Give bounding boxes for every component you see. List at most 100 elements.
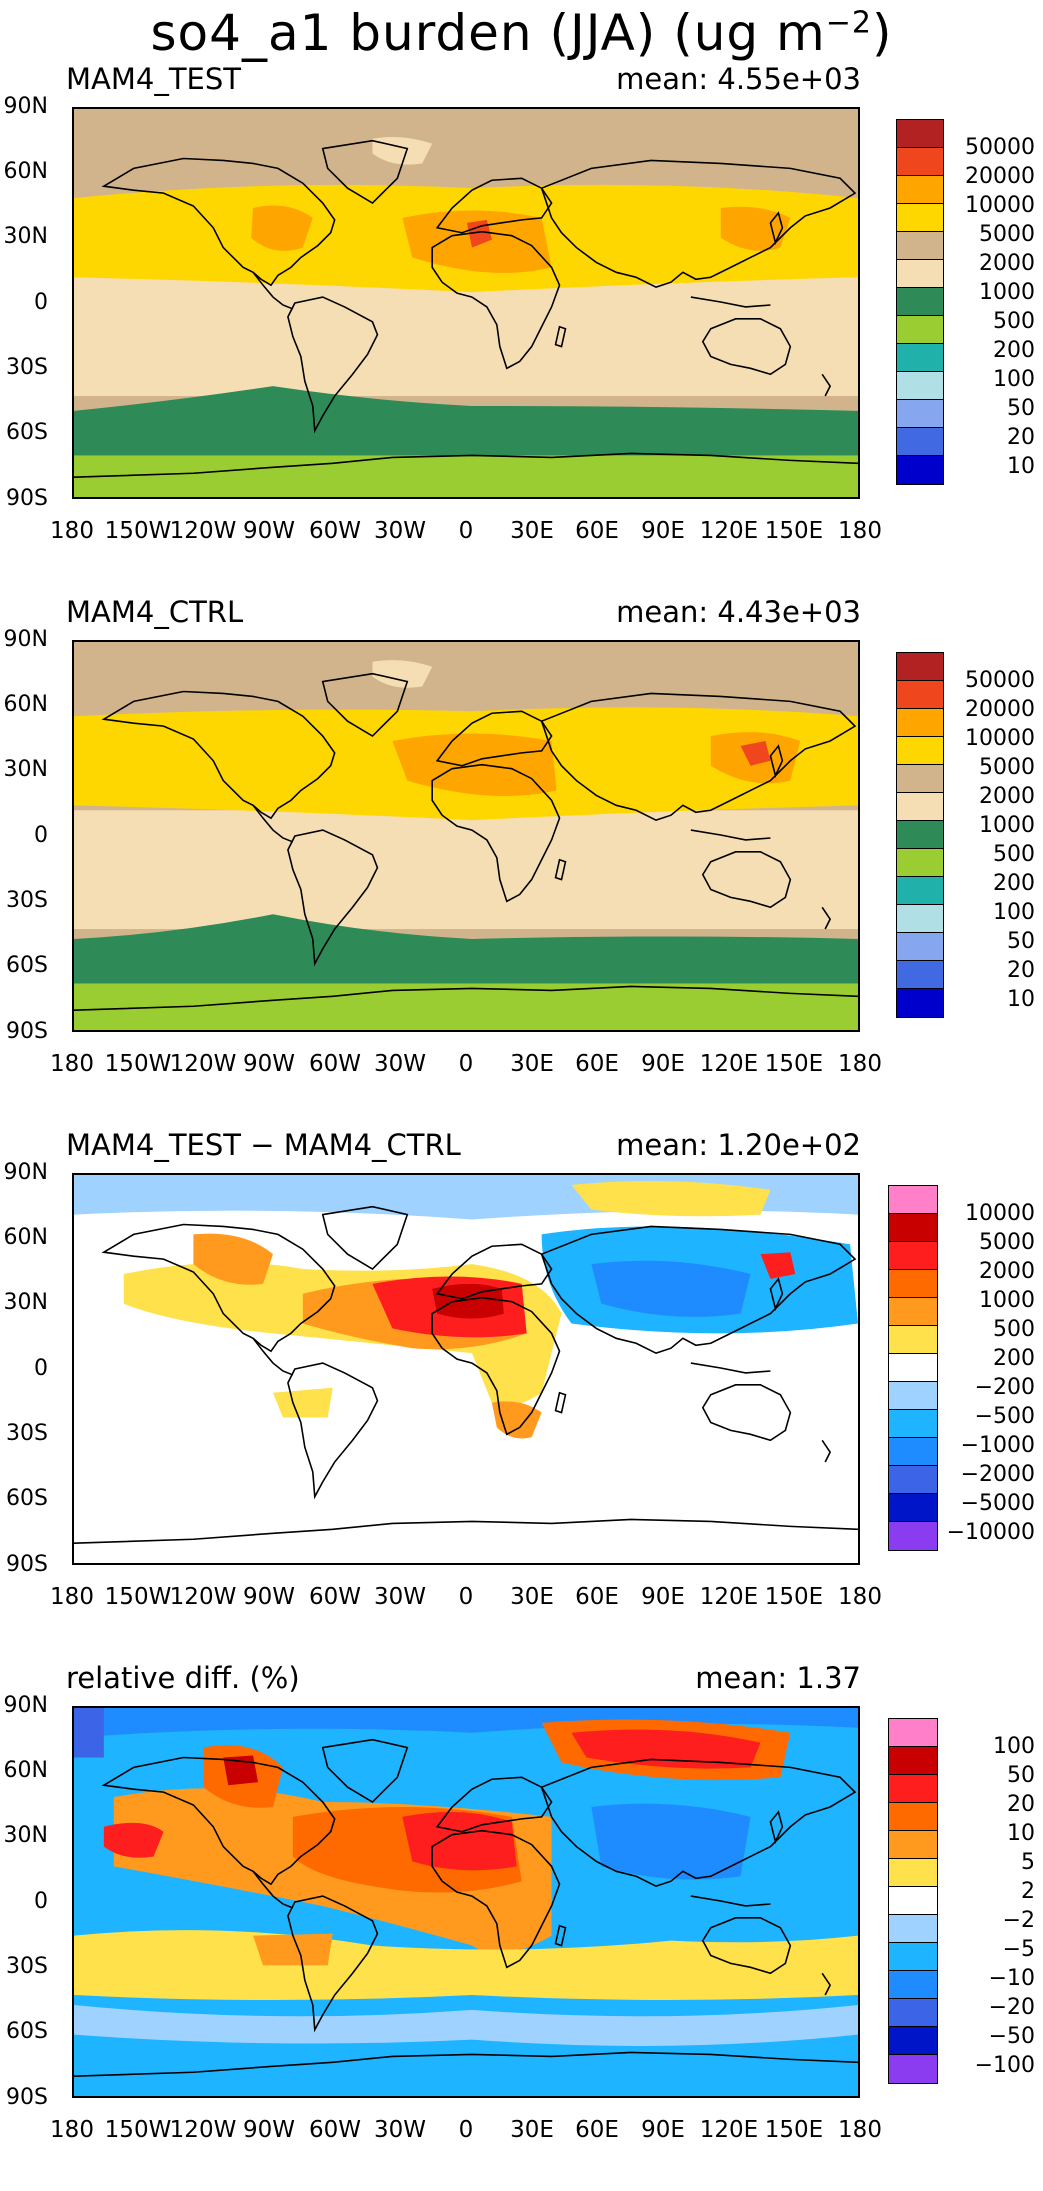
legend-label: 2000 (979, 251, 1035, 276)
lat-label: 30S (6, 1421, 48, 1446)
lon-label: 120W (169, 1584, 237, 1610)
lat-label: 60N (3, 1758, 48, 1783)
legend-label: −200 (974, 1375, 1035, 1400)
legend-swatch (897, 793, 943, 821)
legend-label: 5 (1021, 1850, 1035, 1875)
lon-label: 90W (242, 1584, 295, 1610)
legend-swatch (889, 1326, 937, 1354)
lon-label: 60E (575, 2117, 619, 2143)
legend-label: 50000 (965, 668, 1035, 693)
legend-swatch (897, 905, 943, 933)
legend-label: 20 (1007, 1792, 1035, 1817)
legend-label: 10000 (965, 726, 1035, 751)
lon-label: 180 (50, 2117, 94, 2143)
legend-swatch (897, 653, 943, 681)
legend-swatch (889, 1775, 937, 1803)
lon-label: 120W (169, 1051, 237, 1077)
lon-label: 60W (308, 1051, 361, 1077)
panel-title: MAM4_CTRL (66, 595, 244, 629)
lon-label: 60W (308, 1584, 361, 1610)
lat-label: 30N (3, 1290, 48, 1315)
lat-label: 60N (3, 1225, 48, 1250)
panel-title: MAM4_TEST (66, 62, 241, 96)
lon-label: 90E (641, 1051, 685, 1077)
legend-label: 5000 (979, 1230, 1035, 1255)
lon-label: 30W (373, 2117, 426, 2143)
lon-label: 30E (510, 1051, 554, 1077)
lon-label: 0 (458, 2117, 474, 2143)
figure-title-text: so4_a1 burden (JJA) (ug m (150, 4, 826, 62)
lon-label: 90W (242, 2117, 295, 2143)
legend-swatch (889, 1270, 937, 1298)
legend-swatch (897, 288, 943, 316)
legend-label: 200 (993, 871, 1035, 896)
lon-label: 60E (575, 1051, 619, 1077)
legend-label: 1000 (979, 813, 1035, 838)
legend-label: 500 (993, 1317, 1035, 1342)
legend-label: 10 (1007, 987, 1035, 1012)
figure-title-exponent: −2 (825, 5, 872, 41)
lon-label: 150W (104, 1584, 172, 1610)
legend-swatch (897, 232, 943, 260)
lon-label: 120W (169, 518, 237, 544)
panel-mean: mean: 4.55e+03 (616, 62, 861, 96)
lon-label: 180 (50, 1051, 94, 1077)
legend-label: 20 (1007, 425, 1035, 450)
lon-label: 90E (641, 2117, 685, 2143)
lat-label: 90S (6, 1019, 48, 1044)
legend-swatch (897, 148, 943, 176)
lon-label: 180 (838, 1584, 882, 1610)
figure-title-close: ) (871, 4, 893, 62)
legend-label: 2000 (979, 1259, 1035, 1284)
legend-swatch (897, 428, 943, 456)
panel-mean: mean: 1.37 (695, 1661, 861, 1695)
lon-label: 120E (699, 1051, 759, 1077)
legend-swatch (889, 1747, 937, 1775)
lat-label: 0 (34, 290, 48, 315)
lon-label: 60E (575, 518, 619, 544)
lon-label: 120E (699, 518, 759, 544)
legend-label: −20 (988, 1995, 1035, 2020)
legend-label: −5000 (960, 1491, 1035, 1516)
lon-label: 30W (373, 518, 426, 544)
legend-swatch (897, 877, 943, 905)
legend-label: 20000 (965, 164, 1035, 189)
panel-title: relative diff. (%) (66, 1661, 300, 1695)
legend-label: 2000 (979, 784, 1035, 809)
legend-swatch (889, 1971, 937, 1999)
lon-label: 150E (764, 1584, 824, 1610)
legend-swatch (897, 372, 943, 400)
legend-swatch (889, 1382, 937, 1410)
legend-label: 2 (1021, 1879, 1035, 1904)
legend-colorbar (896, 119, 944, 485)
lon-label: 0 (458, 518, 474, 544)
legend-swatch (897, 765, 943, 793)
lon-label: 180 (50, 518, 94, 544)
lon-label: 180 (838, 2117, 882, 2143)
legend-swatch (889, 1214, 937, 1242)
legend-label: 500 (993, 309, 1035, 334)
legend-colorbar (896, 652, 944, 1018)
legend-label: −50 (988, 2024, 1035, 2049)
legend-swatch (897, 849, 943, 877)
legend-swatch (889, 1354, 937, 1382)
lat-label: 0 (34, 1356, 48, 1381)
panel-mean: mean: 4.43e+03 (616, 595, 861, 629)
legend-swatch (889, 1943, 937, 1971)
lon-label: 90E (641, 1584, 685, 1610)
lat-label: 90S (6, 1552, 48, 1577)
legend-swatch (897, 933, 943, 961)
lat-label: 60S (6, 420, 48, 445)
legend-swatch (897, 400, 943, 428)
lon-label: 120E (699, 1584, 759, 1610)
lat-label: 60N (3, 692, 48, 717)
legend-label: 200 (993, 338, 1035, 363)
panel-title: MAM4_TEST − MAM4_CTRL (66, 1128, 461, 1162)
figure-title: so4_a1 burden (JJA) (ug m−2) (0, 4, 1043, 62)
lon-label: 150W (104, 1051, 172, 1077)
legend-swatch (897, 204, 943, 232)
legend-label: 50 (1007, 929, 1035, 954)
legend-label: 50 (1007, 396, 1035, 421)
legend-swatch (897, 989, 943, 1017)
legend-label: 20 (1007, 958, 1035, 983)
